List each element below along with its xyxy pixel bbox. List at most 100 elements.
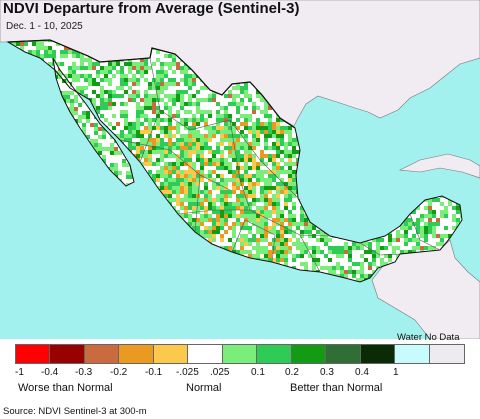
ndvi-cell (232, 110, 236, 114)
ndvi-cell (184, 126, 188, 130)
ndvi-cell (164, 134, 168, 138)
ndvi-cell (128, 78, 132, 82)
ndvi-cell (296, 206, 300, 210)
ndvi-cell (292, 182, 296, 186)
ndvi-cell (112, 66, 116, 70)
ndvi-cell (196, 162, 200, 166)
ndvi-cell (208, 142, 212, 146)
ndvi-cell (200, 170, 204, 174)
ndvi-cell (172, 70, 176, 74)
ndvi-cell (252, 146, 256, 150)
ndvi-cell (180, 118, 184, 122)
ndvi-cell (220, 174, 224, 178)
ndvi-cell (280, 154, 284, 158)
ndvi-cell (224, 146, 228, 150)
ndvi-cell (280, 190, 284, 194)
ndvi-cell (52, 46, 56, 50)
ndvi-cell (156, 70, 160, 74)
ndvi-cell (160, 94, 164, 98)
ndvi-cell (208, 158, 212, 162)
ndvi-cell (216, 202, 220, 206)
ndvi-cell (196, 142, 200, 146)
ndvi-cell (104, 118, 108, 122)
ndvi-cell (272, 142, 276, 146)
ndvi-cell (64, 50, 68, 54)
ndvi-cell (256, 98, 260, 102)
ndvi-cell (196, 94, 200, 98)
ndvi-cell (136, 142, 140, 146)
ndvi-cell (68, 70, 72, 74)
ndvi-cell (172, 74, 176, 78)
ndvi-cell (104, 70, 108, 74)
ndvi-cell (180, 178, 184, 182)
ndvi-cell (256, 102, 260, 106)
ndvi-cell (184, 90, 188, 94)
ndvi-cell (248, 154, 252, 158)
ndvi-cell (124, 62, 128, 66)
ndvi-cell (200, 130, 204, 134)
ndvi-cell (44, 58, 48, 62)
ndvi-cell (224, 142, 228, 146)
ndvi-cell (248, 170, 252, 174)
ndvi-cell (256, 138, 260, 142)
ndvi-cell (220, 190, 224, 194)
ndvi-cell (208, 186, 212, 190)
ndvi-cell (164, 102, 168, 106)
ndvi-cell (272, 126, 276, 130)
ndvi-cell (148, 110, 152, 114)
ndvi-cell (220, 94, 224, 98)
ndvi-cell (76, 54, 80, 58)
ndvi-cell (256, 134, 260, 138)
ndvi-cell (100, 106, 104, 110)
ndvi-cell (132, 58, 136, 62)
ndvi-cell (232, 166, 236, 170)
ndvi-cell (216, 142, 220, 146)
ndvi-cell (128, 126, 132, 130)
ndvi-cell (112, 90, 116, 94)
ndvi-cell (144, 146, 148, 150)
ndvi-cell (240, 110, 244, 114)
ndvi-cell (156, 134, 160, 138)
ndvi-cell (136, 58, 140, 62)
ndvi-cell (284, 126, 288, 130)
ndvi-cell (132, 74, 136, 78)
ndvi-cell (264, 170, 268, 174)
ndvi-cell (140, 78, 144, 82)
ndvi-cell (152, 146, 156, 150)
ndvi-cell (272, 198, 276, 202)
ndvi-cell (288, 150, 292, 154)
ndvi-cell (168, 82, 172, 86)
ndvi-cell (272, 174, 276, 178)
ndvi-cell (292, 142, 296, 146)
ndvi-cell (172, 106, 176, 110)
ndvi-cell (72, 50, 76, 54)
ndvi-cell (248, 146, 252, 150)
ndvi-cell (164, 106, 168, 110)
ndvi-cell (232, 174, 236, 178)
ndvi-cell (164, 70, 168, 74)
ndvi-cell (124, 70, 128, 74)
ndvi-cell (264, 138, 268, 142)
ndvi-cell (164, 110, 168, 114)
ndvi-cell (160, 118, 164, 122)
ndvi-cell (200, 110, 204, 114)
ndvi-cell (152, 102, 156, 106)
ndvi-cell (180, 150, 184, 154)
ndvi-cell (272, 122, 276, 126)
ndvi-cell (200, 86, 204, 90)
ndvi-cell (204, 170, 208, 174)
ndvi-cell (248, 106, 252, 110)
ndvi-cell (212, 134, 216, 138)
ndvi-cell (116, 118, 120, 122)
ndvi-cell (220, 102, 224, 106)
ndvi-cell (136, 94, 140, 98)
ndvi-cell (208, 126, 212, 130)
ndvi-cell (148, 98, 152, 102)
ndvi-cell (188, 118, 192, 122)
ndvi-cell (240, 98, 244, 102)
ndvi-cell (264, 126, 268, 130)
ndvi-cell (240, 150, 244, 154)
ndvi-cell (152, 170, 156, 174)
ndvi-cell (208, 118, 212, 122)
ndvi-cell (208, 106, 212, 110)
